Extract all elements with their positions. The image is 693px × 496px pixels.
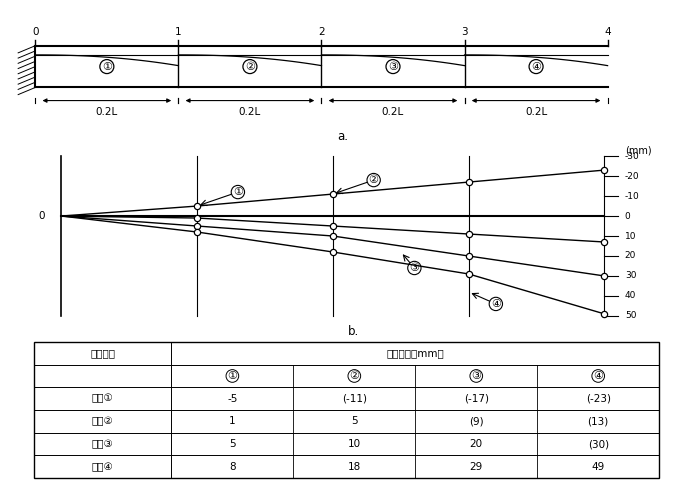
Text: (mm): (mm) — [625, 145, 651, 155]
Text: 3: 3 — [462, 27, 468, 37]
Text: -5: -5 — [227, 394, 238, 404]
Text: ②: ② — [369, 175, 378, 185]
Text: (-23): (-23) — [586, 394, 611, 404]
Text: 18: 18 — [348, 462, 361, 472]
Text: 垂直挠度（mm）: 垂直挠度（mm） — [387, 348, 444, 358]
Text: 4: 4 — [604, 27, 611, 37]
Text: -10: -10 — [625, 191, 640, 200]
Text: (-17): (-17) — [464, 394, 489, 404]
Text: -20: -20 — [625, 172, 640, 181]
Text: 2: 2 — [318, 27, 325, 37]
Text: 20: 20 — [625, 251, 636, 260]
Text: -30: -30 — [625, 152, 640, 161]
Text: 1: 1 — [229, 416, 236, 427]
Text: b.: b. — [348, 325, 359, 338]
Text: 5: 5 — [351, 416, 358, 427]
Text: 0: 0 — [625, 211, 631, 221]
Text: ②: ② — [349, 371, 359, 381]
Text: 40: 40 — [625, 292, 636, 301]
Text: ④: ④ — [491, 299, 501, 309]
Text: (13): (13) — [588, 416, 609, 427]
Text: ③: ③ — [388, 62, 398, 71]
Text: 20: 20 — [470, 439, 483, 449]
Text: 10: 10 — [348, 439, 361, 449]
Text: 0: 0 — [32, 27, 39, 37]
Text: ①: ① — [233, 187, 243, 197]
Text: 29: 29 — [470, 462, 483, 472]
Text: 0.2L: 0.2L — [96, 107, 118, 117]
Text: ④: ④ — [593, 371, 603, 381]
Text: 5: 5 — [229, 439, 236, 449]
Text: ④: ④ — [531, 62, 541, 71]
Text: (9): (9) — [469, 416, 484, 427]
Bar — [34, 342, 659, 478]
Text: 节段①: 节段① — [91, 394, 114, 404]
Text: 0.2L: 0.2L — [239, 107, 261, 117]
Text: 节段③: 节段③ — [91, 439, 114, 449]
Text: (30): (30) — [588, 439, 608, 449]
Text: 0.2L: 0.2L — [382, 107, 404, 117]
Text: (-11): (-11) — [342, 394, 367, 404]
Text: 0.2L: 0.2L — [525, 107, 547, 117]
Text: ③: ③ — [410, 263, 419, 273]
Text: 49: 49 — [592, 462, 605, 472]
Text: ③: ③ — [471, 371, 481, 381]
Text: 8: 8 — [229, 462, 236, 472]
Text: 10: 10 — [625, 232, 636, 241]
Text: 节段②: 节段② — [91, 416, 114, 427]
Text: ②: ② — [245, 62, 255, 71]
Text: ①: ① — [227, 371, 238, 381]
Text: 50: 50 — [625, 311, 636, 320]
Text: 梁段浇注: 梁段浇注 — [90, 348, 115, 358]
Text: 节段④: 节段④ — [91, 462, 114, 472]
Text: 1: 1 — [175, 27, 182, 37]
Text: 0: 0 — [39, 211, 45, 221]
Text: a.: a. — [337, 130, 349, 143]
Text: 30: 30 — [625, 271, 636, 280]
Text: ①: ① — [102, 62, 112, 71]
